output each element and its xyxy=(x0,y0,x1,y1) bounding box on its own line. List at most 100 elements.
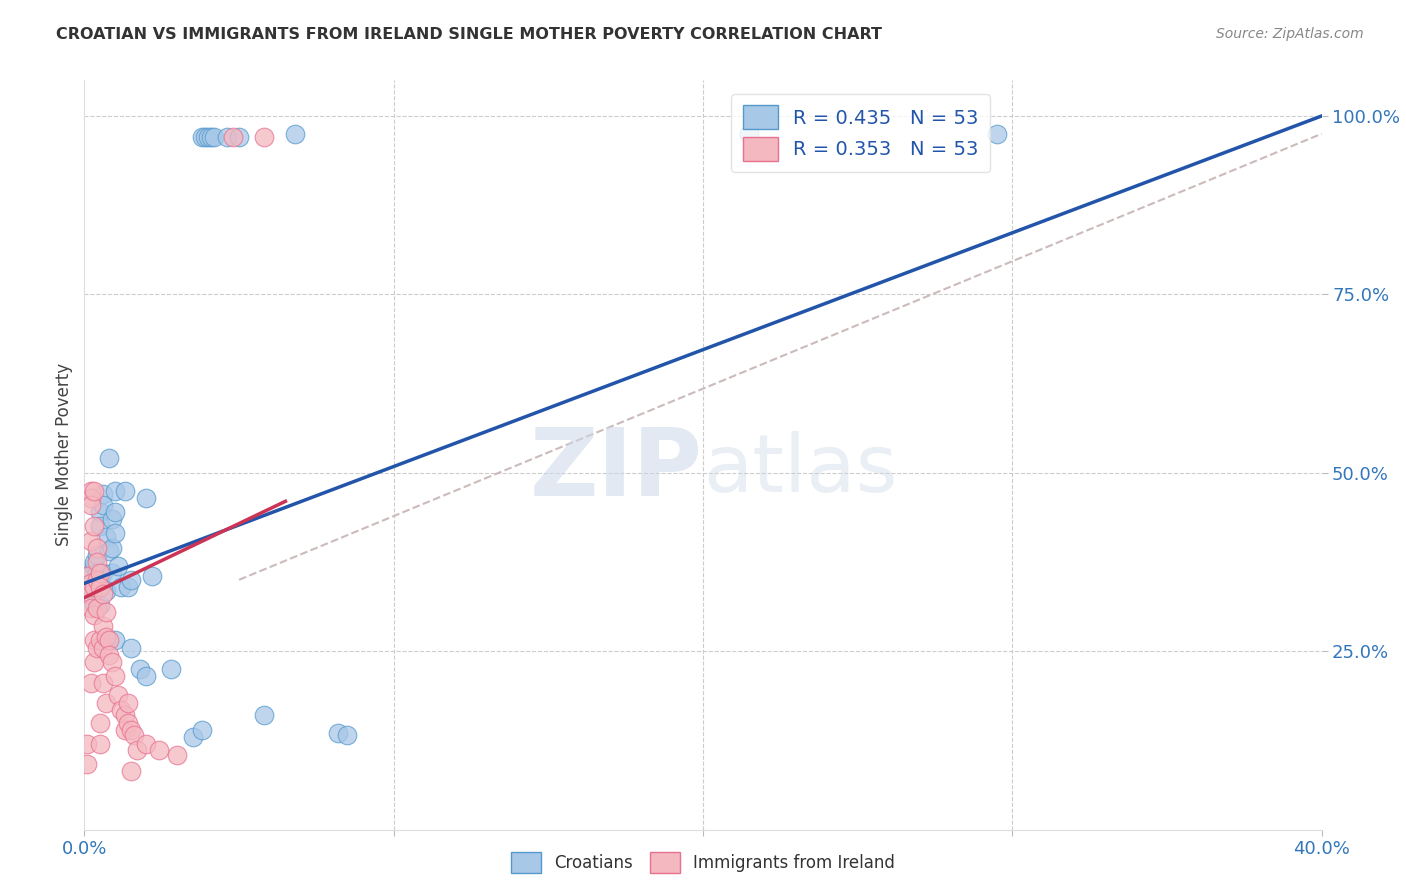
Point xyxy=(91,587,114,601)
Point xyxy=(114,723,136,737)
Point xyxy=(94,633,117,648)
Point xyxy=(86,573,108,587)
Text: Source: ZipAtlas.com: Source: ZipAtlas.com xyxy=(1216,27,1364,41)
Point xyxy=(79,533,101,548)
Point xyxy=(101,512,124,526)
Point xyxy=(94,696,117,710)
Point xyxy=(94,605,117,619)
Point xyxy=(79,491,101,505)
Point xyxy=(79,483,101,498)
Point xyxy=(202,130,225,145)
Point xyxy=(86,541,108,555)
Point xyxy=(107,558,129,573)
Point xyxy=(141,569,163,583)
Y-axis label: Single Mother Poverty: Single Mother Poverty xyxy=(55,363,73,547)
Point xyxy=(86,640,108,655)
Text: CROATIAN VS IMMIGRANTS FROM IRELAND SINGLE MOTHER POVERTY CORRELATION CHART: CROATIAN VS IMMIGRANTS FROM IRELAND SING… xyxy=(56,27,882,42)
Point xyxy=(114,708,136,723)
Point xyxy=(86,601,108,615)
Text: atlas: atlas xyxy=(703,431,897,509)
Point xyxy=(83,633,105,648)
Point xyxy=(91,566,114,580)
Point xyxy=(76,569,98,583)
Point xyxy=(86,555,108,569)
Point xyxy=(104,526,127,541)
Point xyxy=(120,764,142,778)
Point xyxy=(91,640,114,655)
Point xyxy=(89,505,111,519)
Point xyxy=(83,598,105,612)
Point xyxy=(135,491,157,505)
Point xyxy=(228,130,250,145)
Point xyxy=(91,487,114,501)
Point xyxy=(76,737,98,751)
Legend: R = 0.435   N = 53, R = 0.353   N = 53: R = 0.435 N = 53, R = 0.353 N = 53 xyxy=(731,94,990,172)
Point xyxy=(86,566,108,580)
Point xyxy=(117,580,139,594)
Point xyxy=(148,742,170,756)
Point xyxy=(122,728,145,742)
Point xyxy=(83,655,105,669)
Point xyxy=(336,728,359,742)
Point xyxy=(120,573,142,587)
Point xyxy=(83,555,105,569)
Point xyxy=(215,130,238,145)
Point xyxy=(79,676,101,690)
Point xyxy=(101,541,124,555)
Point xyxy=(166,747,188,762)
Point xyxy=(200,130,222,145)
Point xyxy=(110,580,132,594)
Point xyxy=(76,756,98,771)
Point xyxy=(98,633,121,648)
Point xyxy=(104,633,127,648)
Point xyxy=(101,566,124,580)
Point xyxy=(181,730,204,744)
Point xyxy=(89,633,111,648)
Point xyxy=(284,127,307,141)
Point xyxy=(94,630,117,644)
Point xyxy=(83,558,105,573)
Point xyxy=(91,676,114,690)
Point xyxy=(104,669,127,683)
Point xyxy=(89,598,111,612)
Point xyxy=(160,662,183,676)
Point xyxy=(104,483,127,498)
Point xyxy=(194,130,217,145)
Point xyxy=(79,576,101,591)
Point xyxy=(79,576,101,591)
Point xyxy=(253,708,276,723)
Point xyxy=(98,451,121,466)
Point xyxy=(120,723,142,737)
Point xyxy=(135,737,157,751)
Point xyxy=(89,737,111,751)
Legend: Croatians, Immigrants from Ireland: Croatians, Immigrants from Ireland xyxy=(505,846,901,880)
Point xyxy=(76,569,98,583)
Point xyxy=(89,519,111,533)
Point xyxy=(197,130,219,145)
Point xyxy=(79,580,101,594)
Point xyxy=(79,587,101,601)
Point xyxy=(79,498,101,512)
Point xyxy=(83,483,105,498)
Point xyxy=(222,130,245,145)
Point xyxy=(83,519,105,533)
Point xyxy=(125,742,148,756)
Point xyxy=(129,662,152,676)
Point xyxy=(986,127,1008,141)
Point xyxy=(94,530,117,544)
Point xyxy=(91,619,114,633)
Point xyxy=(738,127,761,141)
Point xyxy=(89,580,111,594)
Point xyxy=(79,601,101,615)
Point xyxy=(89,580,111,594)
Point xyxy=(253,130,276,145)
Point xyxy=(135,669,157,683)
Point xyxy=(117,715,139,730)
Point xyxy=(191,723,214,737)
Point xyxy=(120,640,142,655)
Point xyxy=(98,544,121,558)
Point xyxy=(91,498,114,512)
Point xyxy=(98,648,121,662)
Point xyxy=(191,130,214,145)
Point xyxy=(117,696,139,710)
